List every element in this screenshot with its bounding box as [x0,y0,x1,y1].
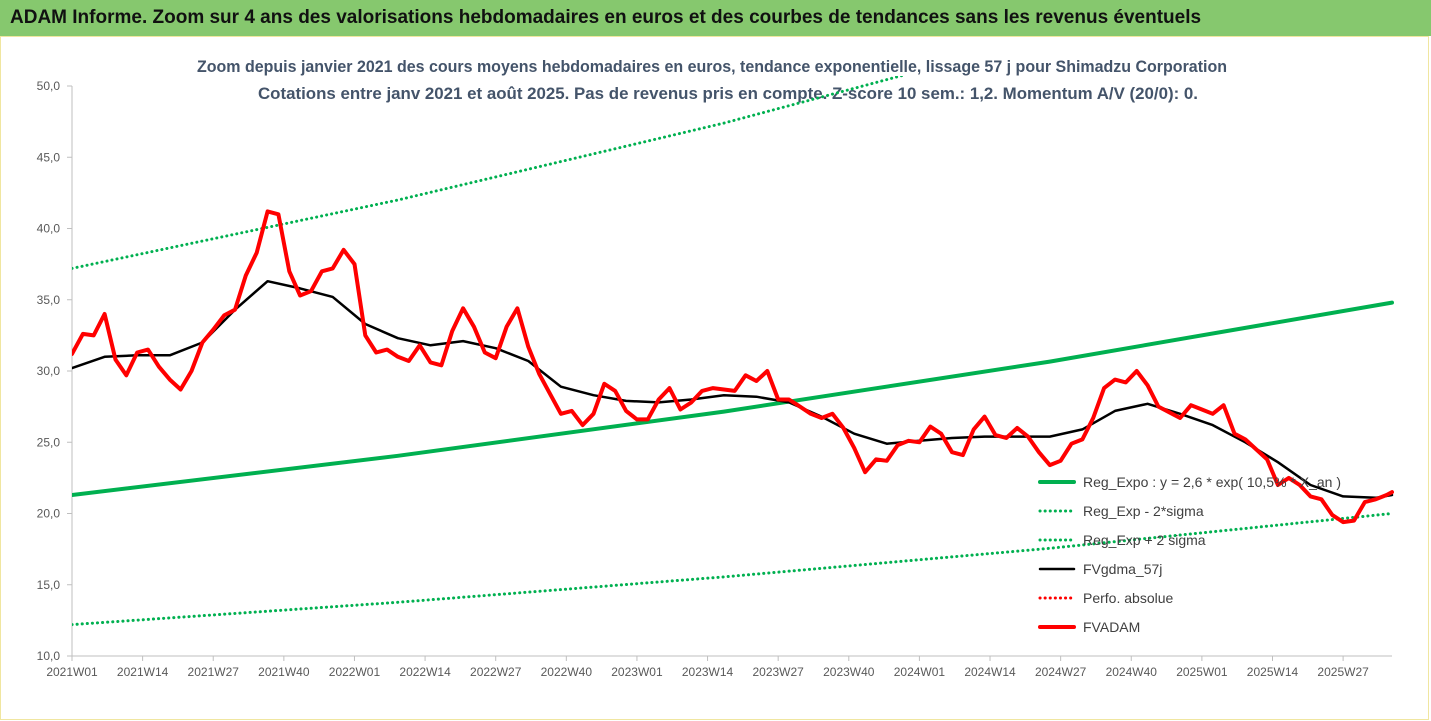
x-tick-label: 2021W01 [46,665,98,679]
y-tick-label: 50,0 [37,79,61,93]
chart-frame [0,36,1429,720]
x-tick-label: 2024W14 [964,665,1016,679]
series-line [72,300,1394,497]
legend-label: Reg_Exp + 2 sigma [1083,532,1206,548]
x-tick-label: 2022W27 [470,665,522,679]
x-tick-label: 2021W14 [117,665,169,679]
legend-label: Reg_Exp - 2*sigma [1083,503,1204,519]
y-tick-label: 45,0 [37,150,61,164]
x-tick-label: 2024W01 [894,665,946,679]
y-tick-label: 20,0 [37,507,61,521]
x-tick-label: 2022W40 [541,665,593,679]
legend-label: FVADAM [1083,619,1140,635]
x-tick-label: 2022W01 [329,665,381,679]
series-line [72,76,907,270]
chart-subtitle: Cotations entre janv 2021 et août 2025. … [258,84,1198,103]
x-tick-label: 2023W40 [823,665,875,679]
x-tick-label: 2023W01 [611,665,663,679]
legend-label: Reg_Expo : y = 2,6 * exp( 10,5% * X_an ) [1083,474,1341,490]
y-tick-label: 40,0 [37,222,61,236]
legend-label: FVgdma_57j [1083,561,1162,577]
x-tick-label: 2025W27 [1317,665,1369,679]
legend-label: Perfo. absolue [1083,590,1173,606]
header-title: ADAM Informe. Zoom sur 4 ans des valoris… [10,7,1202,28]
y-tick-label: 30,0 [37,364,61,378]
x-tick-label: 2025W14 [1247,665,1299,679]
y-tick-label: 25,0 [37,435,61,449]
x-tick-label: 2023W14 [682,665,734,679]
series-line [72,512,1394,627]
x-tick-label: 2023W27 [752,665,804,679]
y-tick-label: 10,0 [37,649,61,663]
x-tick-label: 2024W27 [1035,665,1087,679]
x-tick-label: 2022W14 [399,665,451,679]
header-bar: ADAM Informe. Zoom sur 4 ans des valoris… [0,0,1431,36]
x-tick-label: 2021W27 [188,665,240,679]
x-tick-label: 2025W01 [1176,665,1228,679]
chart: Zoom depuis janvier 2021 des cours moyen… [0,36,1429,720]
series-line [72,209,1394,525]
x-tick-label: 2021W40 [258,665,310,679]
chart-title: Zoom depuis janvier 2021 des cours moyen… [197,57,1227,76]
y-tick-label: 35,0 [37,293,61,307]
plot-area [72,76,1394,627]
y-tick-label: 15,0 [37,578,61,592]
x-tick-label: 2024W40 [1106,665,1158,679]
